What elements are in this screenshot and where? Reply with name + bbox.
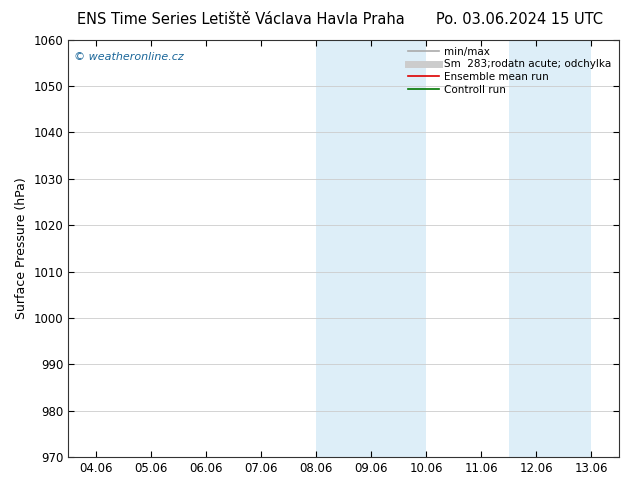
Y-axis label: Surface Pressure (hPa): Surface Pressure (hPa) bbox=[15, 177, 28, 319]
Text: © weatheronline.cz: © weatheronline.cz bbox=[74, 52, 183, 62]
Bar bbox=[316, 40, 426, 457]
Legend: min/max, Sm  283;rodatn acute; odchylka, Ensemble mean run, Controll run: min/max, Sm 283;rodatn acute; odchylka, … bbox=[406, 45, 614, 97]
Bar bbox=[509, 40, 592, 457]
Text: Po. 03.06.2024 15 UTC: Po. 03.06.2024 15 UTC bbox=[436, 12, 604, 27]
Text: ENS Time Series Letiště Václava Havla Praha: ENS Time Series Letiště Václava Havla Pr… bbox=[77, 12, 404, 27]
